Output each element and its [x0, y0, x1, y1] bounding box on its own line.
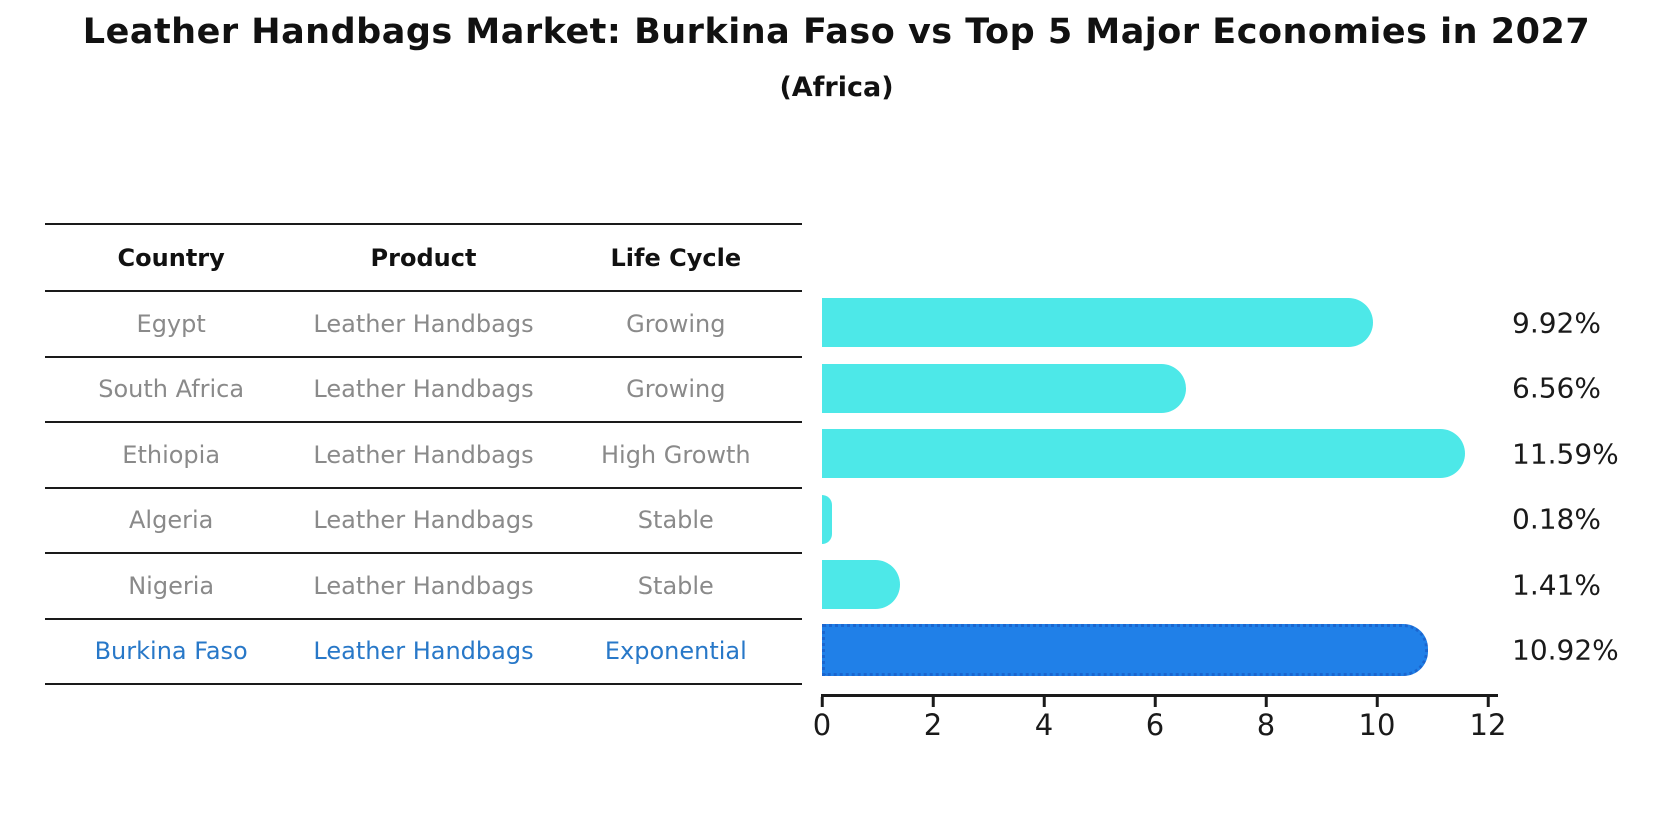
column-header: Life Cycle — [610, 243, 742, 272]
cell-country: Burkina Faso — [94, 637, 248, 666]
bar-nigeria — [822, 560, 901, 610]
x-axis-tick — [1375, 697, 1379, 707]
x-axis-tick — [1486, 697, 1490, 707]
x-axis-tick-label: 10 — [1358, 708, 1396, 742]
cell-life-cycle: Stable — [637, 506, 714, 535]
table-row: South Africa Leather Handbags Growing — [45, 358, 802, 423]
x-axis-tick — [931, 697, 935, 707]
bar-ethiopia — [822, 429, 1466, 479]
cell-country: Algeria — [129, 506, 214, 535]
x-axis-tick — [1042, 697, 1046, 707]
x-axis-line — [821, 694, 1498, 697]
column-header: Country — [117, 243, 225, 272]
x-axis-tick — [1153, 697, 1157, 707]
cell-country: Ethiopia — [122, 440, 221, 469]
bar-value-label: 1.41% — [1512, 568, 1601, 602]
x-axis-tick — [820, 697, 824, 707]
table-header-row: Country Product Life Cycle — [45, 225, 802, 292]
page-title: Leather Handbags Market: Burkina Faso vs… — [82, 12, 1591, 52]
cell-life-cycle: Growing — [626, 375, 726, 404]
x-axis-tick-label: 4 — [1034, 708, 1054, 742]
table-row: Burkina Faso Leather Handbags Exponential — [45, 620, 802, 685]
cell-product: Leather Handbags — [313, 309, 534, 338]
cell-product: Leather Handbags — [313, 375, 534, 404]
bar-egypt — [822, 298, 1373, 348]
cell-product: Leather Handbags — [313, 637, 534, 666]
table-body: Egypt Leather Handbags Growing South Africa… — [45, 292, 802, 685]
x-axis-tick-label: 12 — [1469, 708, 1507, 742]
table-row: Algeria Leather Handbags Stable — [45, 489, 802, 554]
x-axis-tick — [1264, 697, 1268, 707]
cell-country: Nigeria — [128, 571, 215, 600]
cell-product: Leather Handbags — [313, 571, 534, 600]
cell-life-cycle: Exponential — [604, 637, 747, 666]
table-row: Nigeria Leather Handbags Stable — [45, 554, 802, 620]
x-axis-tick-label: 8 — [1256, 708, 1276, 742]
bar-value-label: 10.92% — [1512, 633, 1619, 667]
x-axis-tick-label: 6 — [1145, 708, 1165, 742]
column-header: Product — [370, 243, 477, 272]
x-axis-tick-label: 2 — [923, 708, 943, 742]
cell-life-cycle: Growing — [626, 309, 726, 338]
cell-country: Egypt — [136, 309, 206, 338]
cell-product: Leather Handbags — [313, 440, 534, 469]
table-row: Egypt Leather Handbags Growing — [45, 292, 802, 358]
bar-value-label: 11.59% — [1512, 437, 1619, 471]
x-axis-tick-label: 0 — [812, 708, 832, 742]
page-subtitle: (Africa) — [779, 72, 894, 103]
bar-value-label: 6.56% — [1512, 371, 1601, 405]
table-row: Ethiopia Leather Handbags High Growth — [45, 423, 802, 489]
cell-product: Leather Handbags — [313, 506, 534, 535]
cell-country: South Africa — [98, 375, 245, 404]
bar-algeria — [822, 494, 832, 544]
bar-value-label: 9.92% — [1512, 306, 1601, 340]
cell-life-cycle: Stable — [637, 571, 714, 600]
cell-life-cycle: High Growth — [600, 440, 751, 469]
country-table: Country Product Life Cycle Egypt Leather Ha… — [45, 223, 802, 685]
bar-value-label: 0.18% — [1512, 502, 1601, 536]
bar-burkina-faso — [822, 624, 1429, 677]
bar-south-africa — [822, 363, 1187, 413]
